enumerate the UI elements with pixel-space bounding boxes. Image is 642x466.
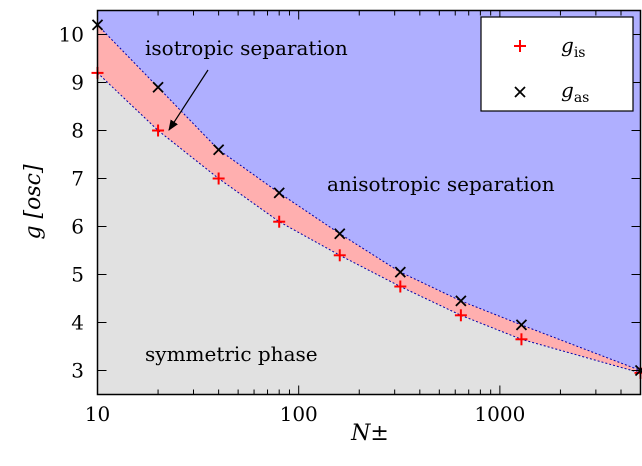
data-point-g-as <box>515 319 528 331</box>
x-tick-label: 1000 <box>474 402 525 426</box>
data-point-g-as <box>394 266 406 278</box>
x-tick-labels: 10 100 1000 <box>85 402 526 426</box>
legend-cross-marker <box>514 86 526 98</box>
y-tick-label: 8 <box>71 119 84 143</box>
data-point-g-is <box>333 249 346 262</box>
data-point-g-is <box>394 280 407 293</box>
data-point-g-is <box>273 215 286 228</box>
y-tick-label: 9 <box>71 71 84 95</box>
x-axis-label: N± <box>350 421 389 446</box>
y-tick-label: 4 <box>71 311 84 335</box>
data-point-g-is <box>515 333 528 346</box>
isotropic-region-label: isotropic separation <box>145 36 348 60</box>
anisotropic-region-label: anisotropic separation <box>327 172 555 196</box>
y-tick-label: 5 <box>71 263 84 287</box>
symmetric-region <box>97 72 641 395</box>
data-point-g-is <box>454 309 467 322</box>
plot-frame <box>96 9 642 396</box>
data-point-g-as <box>273 187 285 199</box>
x-tick-label: 10 <box>85 402 110 426</box>
y-tick-labels: 3 4 5 6 7 8 9 10 <box>59 23 84 383</box>
y-tick-label: 7 <box>71 167 84 191</box>
legend-plus-marker <box>514 40 526 52</box>
legend-label-g-is: gis <box>561 33 585 61</box>
y-tick-label: 3 <box>71 359 84 383</box>
data-point-g-is <box>152 124 165 137</box>
symmetric-region-label: symmetric phase <box>145 342 318 366</box>
legend-marker-g-is <box>514 40 526 52</box>
legend: gis gas <box>480 16 634 112</box>
data-point-g-is <box>212 172 225 185</box>
data-point-g-as <box>152 81 164 93</box>
legend-marker-g-as <box>514 86 526 98</box>
x-tick-label: 100 <box>280 402 318 426</box>
data-point-g-as <box>334 228 346 240</box>
legend-label-g-as: gas <box>561 78 589 106</box>
y-axis-label: g [osc] <box>21 164 46 240</box>
y-tick-label: 6 <box>71 215 84 239</box>
legend-box <box>480 16 634 112</box>
series-g-is-markers <box>91 66 642 379</box>
data-point-g-as <box>212 144 225 156</box>
data-point-g-as <box>455 295 467 307</box>
y-tick-label: 10 <box>59 23 84 47</box>
isotropic-annotation-arrow <box>168 69 209 131</box>
